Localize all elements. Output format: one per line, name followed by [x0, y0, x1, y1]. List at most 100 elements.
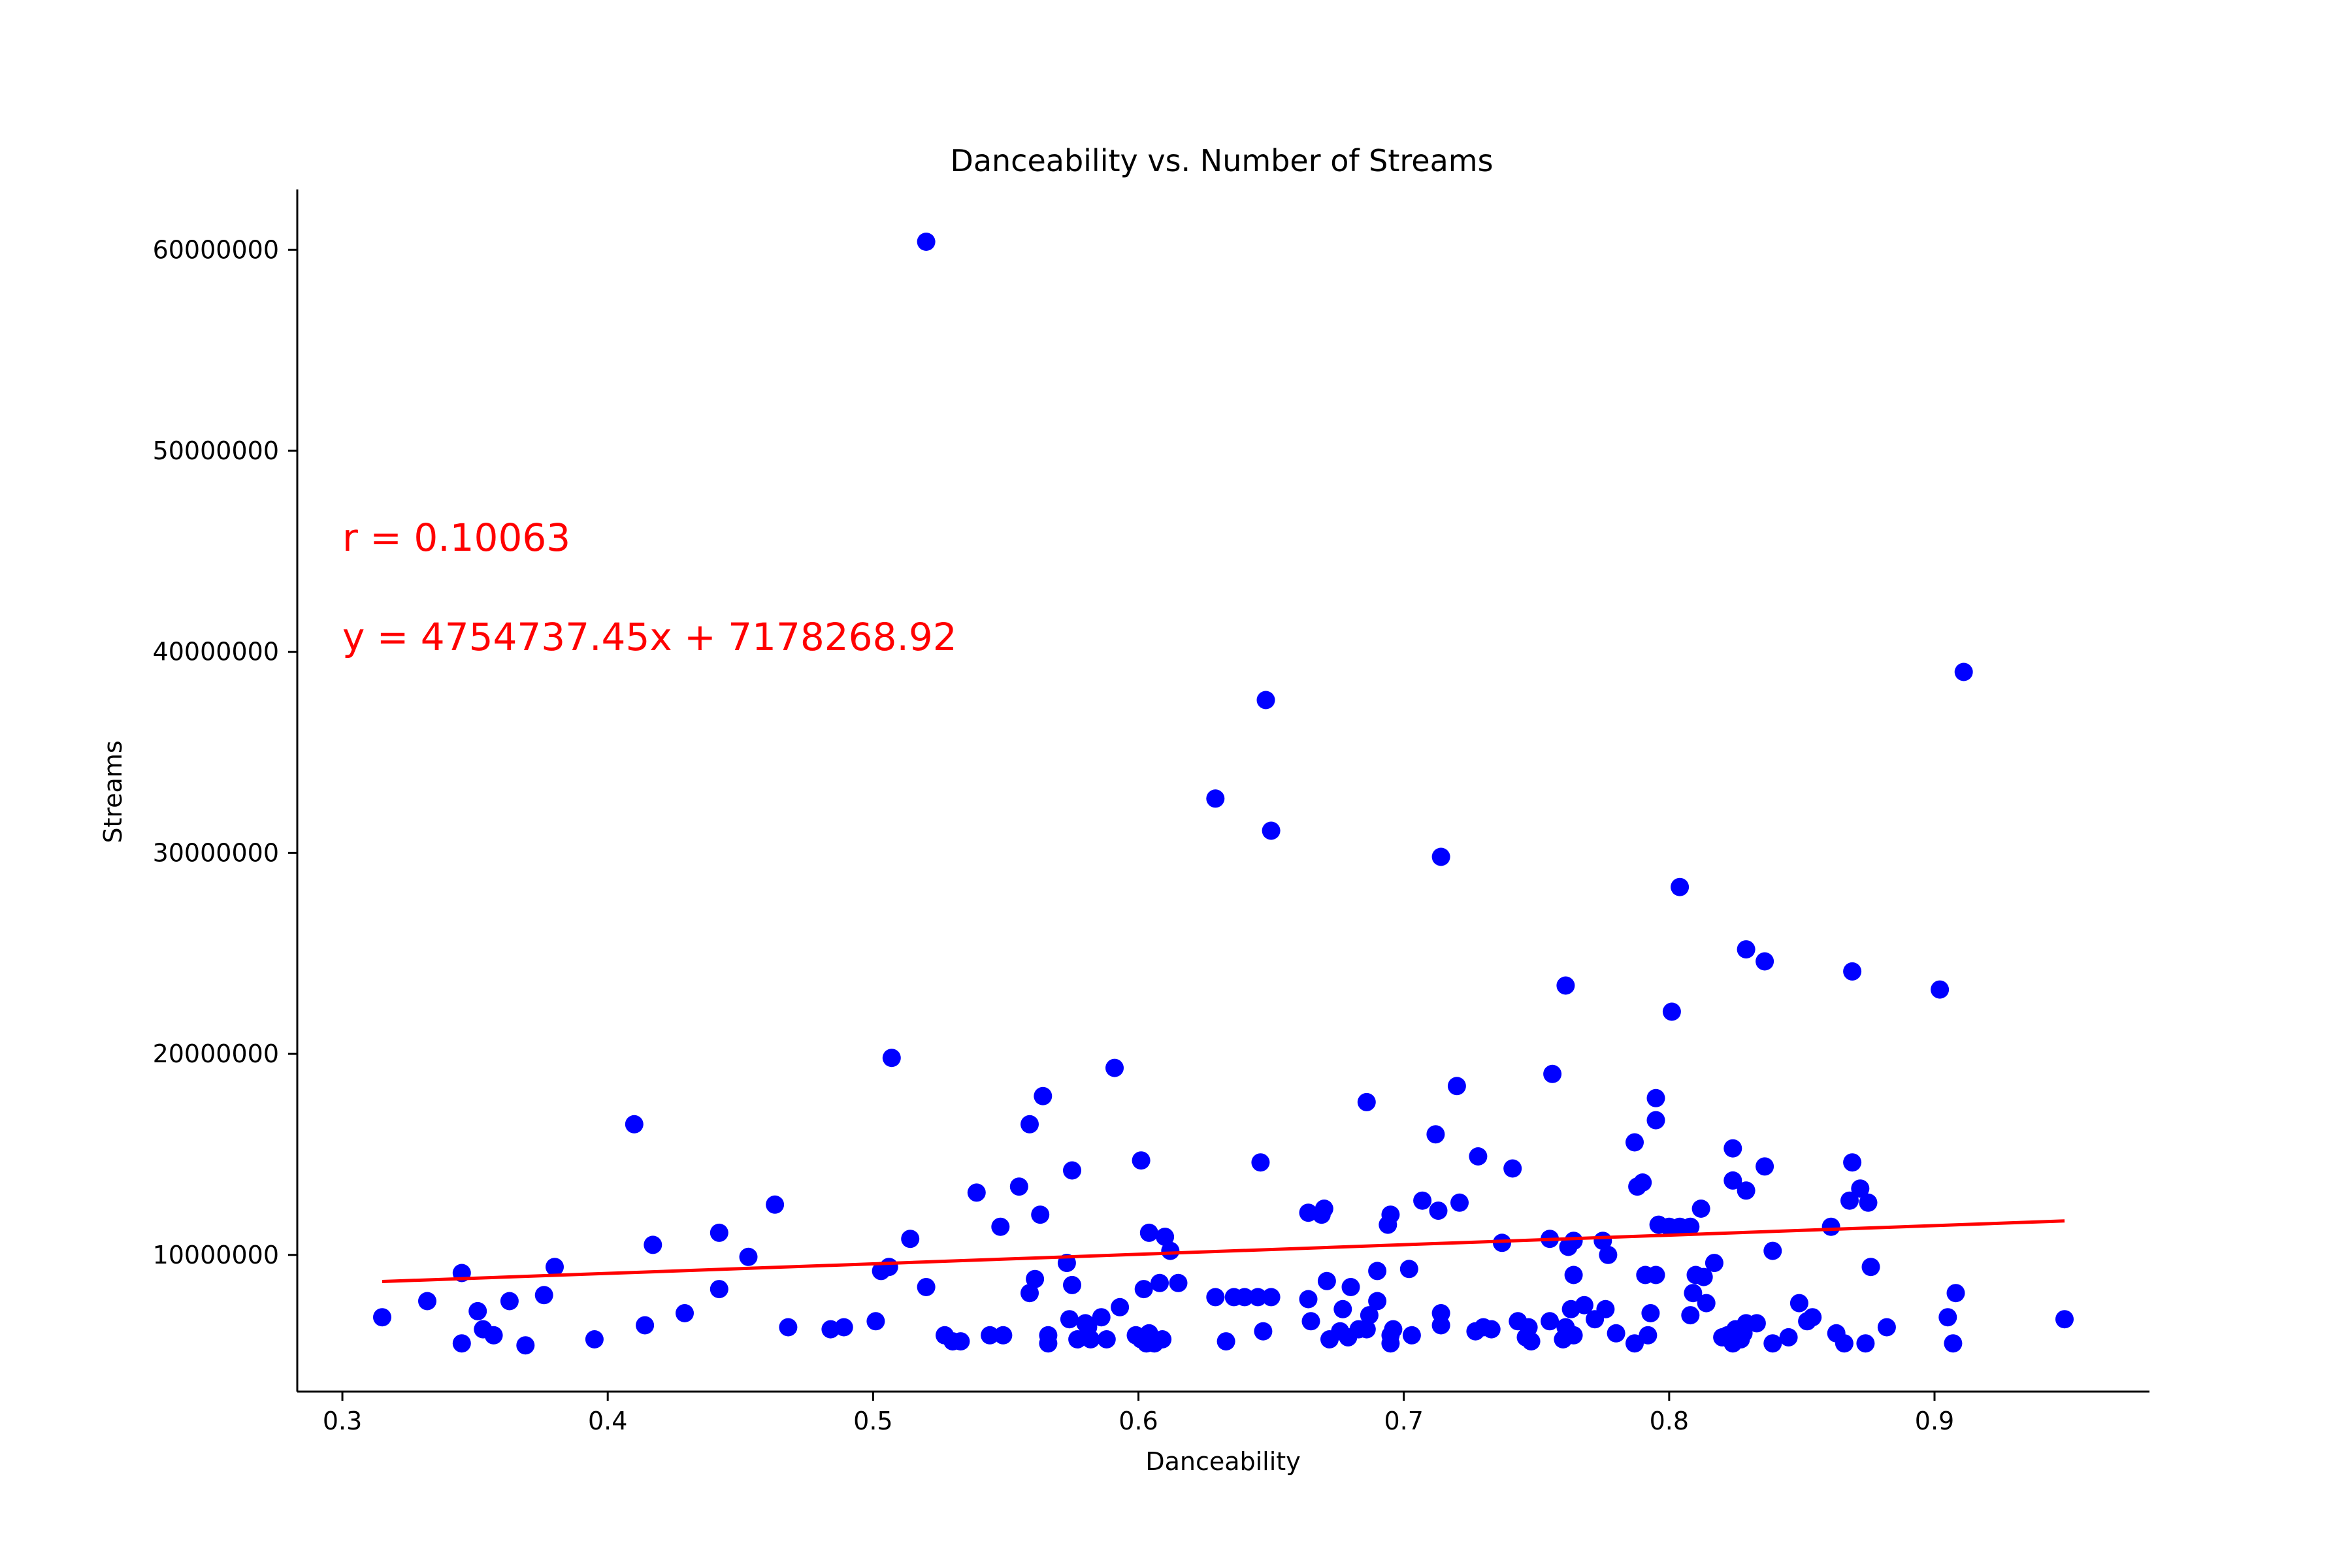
- data-point: [1662, 1002, 1681, 1021]
- data-point: [1021, 1115, 1039, 1134]
- data-point: [1541, 1312, 1560, 1331]
- data-point: [1060, 1310, 1079, 1329]
- data-point: [1034, 1086, 1053, 1105]
- data-point: [1262, 821, 1281, 840]
- data-point: [1671, 877, 1690, 896]
- data-point: [779, 1318, 798, 1337]
- data-point: [1779, 1328, 1798, 1347]
- data-point: [1031, 1205, 1050, 1224]
- data-point: [1426, 1125, 1445, 1144]
- data-point: [710, 1280, 728, 1299]
- data-point: [1381, 1205, 1400, 1224]
- y-axis-label: Streams: [99, 740, 127, 843]
- data-point: [1469, 1147, 1488, 1166]
- data-point: [1315, 1200, 1333, 1218]
- data-point: [1564, 1266, 1583, 1284]
- y-tick-label: 10000000: [153, 1241, 279, 1269]
- data-point: [1756, 1157, 1774, 1176]
- data-point: [1697, 1294, 1716, 1313]
- data-point: [1522, 1332, 1541, 1351]
- x-axis-label: Danceability: [1145, 1447, 1300, 1476]
- plot-area: [373, 233, 2074, 1355]
- data-point: [585, 1330, 604, 1348]
- data-point: [1317, 1271, 1336, 1290]
- data-point: [1357, 1092, 1376, 1111]
- data-point: [967, 1183, 986, 1202]
- data-point: [901, 1230, 920, 1249]
- y-tick-label: 40000000: [153, 638, 279, 666]
- x-tick-label: 0.8: [1650, 1407, 1689, 1435]
- data-point: [1021, 1284, 1039, 1303]
- data-point: [879, 1258, 898, 1277]
- data-point: [1625, 1334, 1644, 1353]
- data-point: [1009, 1177, 1028, 1196]
- data-point: [1694, 1267, 1713, 1286]
- data-point: [1681, 1306, 1700, 1325]
- data-point: [1641, 1304, 1660, 1322]
- data-point: [1861, 1258, 1880, 1277]
- data-point: [1402, 1326, 1421, 1345]
- data-point: [1684, 1284, 1703, 1303]
- data-point: [1256, 691, 1275, 710]
- data-point: [534, 1286, 553, 1305]
- data-point: [1039, 1326, 1058, 1345]
- data-point: [1763, 1241, 1782, 1260]
- data-point: [1493, 1233, 1511, 1252]
- x-ticks: 0.3 0.4 0.5 0.6 0.7 0.8 0.9: [323, 1392, 1954, 1435]
- data-point: [2055, 1310, 2074, 1329]
- trend-line: [382, 1219, 2065, 1284]
- data-point: [981, 1326, 1000, 1345]
- x-tick-label: 0.3: [323, 1407, 362, 1435]
- data-point: [1431, 847, 1450, 866]
- data-point: [1691, 1200, 1710, 1218]
- data-point: [1599, 1245, 1618, 1264]
- data-point: [991, 1217, 1010, 1236]
- data-point: [1111, 1298, 1130, 1316]
- x-tick-label: 0.7: [1384, 1407, 1423, 1435]
- x-tick-label: 0.5: [853, 1407, 892, 1435]
- data-point: [1519, 1318, 1538, 1337]
- data-point: [1360, 1306, 1379, 1325]
- data-point: [1856, 1334, 1875, 1353]
- data-point: [1503, 1159, 1522, 1178]
- data-point: [1384, 1320, 1403, 1339]
- data-point: [1097, 1330, 1116, 1348]
- data-point: [1646, 1266, 1665, 1284]
- data-point: [1843, 1153, 1862, 1172]
- data-point: [676, 1304, 694, 1322]
- data-point: [1564, 1326, 1583, 1345]
- data-point: [1646, 1111, 1665, 1130]
- data-point: [766, 1195, 785, 1214]
- data-point: [1607, 1324, 1625, 1343]
- data-point: [1081, 1330, 1100, 1348]
- data-point: [1299, 1290, 1318, 1309]
- data-point: [516, 1336, 535, 1355]
- data-point: [1938, 1308, 1957, 1327]
- data-point: [546, 1258, 564, 1277]
- data-point: [1877, 1318, 1896, 1337]
- data-point: [1153, 1330, 1172, 1348]
- data-point: [468, 1301, 487, 1320]
- data-point: [1851, 1179, 1870, 1198]
- data-point: [1235, 1288, 1254, 1307]
- data-point: [1092, 1308, 1111, 1327]
- data-point: [1564, 1232, 1583, 1250]
- data-point: [1206, 1288, 1225, 1307]
- y-ticks: 10000000 20000000 30000000 40000000 50000000…: [153, 235, 297, 1269]
- data-point: [1723, 1139, 1742, 1158]
- data-point: [1756, 952, 1774, 971]
- data-point: [1254, 1322, 1273, 1341]
- correlation-annotation: r = 0.10063: [342, 515, 570, 560]
- y-tick-label: 50000000: [153, 436, 279, 465]
- data-point: [1763, 1334, 1782, 1353]
- x-tick-label: 0.9: [1915, 1407, 1954, 1435]
- y-tick-label: 20000000: [153, 1039, 279, 1068]
- data-point: [917, 233, 936, 251]
- y-tick-label: 30000000: [153, 838, 279, 867]
- data-point: [917, 1278, 936, 1296]
- data-point: [1954, 662, 1973, 681]
- data-point: [1413, 1191, 1432, 1210]
- data-point: [1482, 1320, 1501, 1339]
- data-point: [625, 1115, 644, 1134]
